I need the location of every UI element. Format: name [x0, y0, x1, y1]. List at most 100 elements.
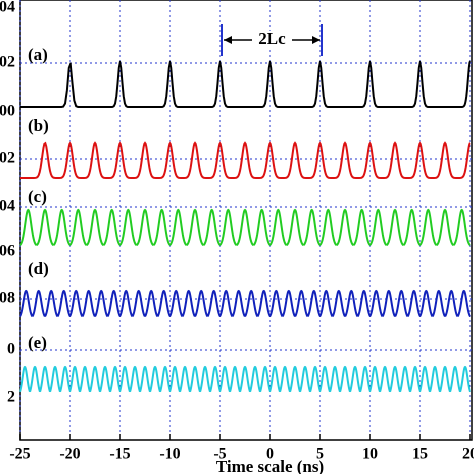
pulse [282, 141, 308, 179]
pulse [402, 208, 421, 247]
pulse [439, 365, 451, 393]
x-tick-label: -20 [59, 446, 80, 463]
annotation-text: 2Lc [258, 29, 286, 48]
pulse [95, 60, 145, 108]
pulse [156, 289, 171, 318]
pulse [449, 365, 461, 393]
pulse [132, 141, 158, 179]
pulse [169, 289, 184, 318]
pulse [99, 365, 111, 393]
y-tick-label: 00 [0, 103, 15, 120]
pulse [209, 365, 221, 393]
pulse [257, 141, 283, 179]
pulse [107, 141, 133, 179]
pulse [236, 208, 254, 247]
pulse [386, 208, 404, 247]
pulse [102, 208, 121, 247]
pulse [39, 365, 51, 393]
pulse [69, 208, 88, 247]
y-tick-label: 04 [0, 0, 15, 16]
pulse [20, 141, 58, 179]
pulse [256, 289, 271, 318]
pulse [309, 365, 321, 393]
pulse [436, 208, 454, 247]
pulse [369, 208, 388, 247]
pulse [279, 365, 291, 393]
pulse [219, 289, 234, 318]
pulse [44, 289, 59, 318]
pulse [419, 208, 438, 247]
pulse [199, 365, 211, 393]
pulse [419, 289, 434, 318]
pulse [202, 208, 221, 247]
panel-label: (c) [28, 187, 47, 206]
panel-label: (e) [28, 333, 47, 352]
pulse [169, 365, 181, 393]
x-tick-label: -5 [213, 446, 226, 463]
panel-label: (a) [28, 45, 48, 64]
pulse [81, 289, 96, 318]
pulse [319, 208, 338, 247]
pulse [139, 365, 151, 393]
pulse [319, 289, 334, 318]
pulse [82, 141, 108, 179]
pulse [352, 208, 371, 247]
pulse [457, 142, 471, 179]
panel-label: (b) [28, 116, 49, 135]
pulse [194, 289, 209, 318]
pulse [52, 208, 71, 247]
pulse [182, 141, 208, 179]
x-tick-label: 10 [362, 446, 378, 463]
pulse [119, 289, 134, 318]
pulse [59, 365, 71, 393]
pulse [252, 208, 271, 247]
pulse [157, 141, 183, 179]
pulse [394, 289, 409, 318]
pulse [349, 365, 361, 393]
pulse [381, 289, 396, 318]
pulse [456, 289, 471, 318]
pulse [332, 141, 358, 179]
pulse [302, 208, 321, 247]
pulse [395, 60, 445, 108]
pulse [207, 141, 233, 179]
pulse [19, 289, 34, 318]
pulse [57, 141, 83, 179]
pulse [179, 365, 191, 393]
pulse [432, 141, 458, 179]
pulse [20, 62, 95, 108]
pulse [429, 365, 441, 393]
pulse [289, 365, 301, 393]
traces [19, 60, 471, 393]
pulse [281, 289, 296, 318]
y-tick-label: 04 [0, 198, 15, 215]
pulse [145, 60, 195, 108]
pulse [136, 208, 154, 247]
pulse [19, 208, 38, 247]
pulse [56, 289, 71, 318]
pulse [219, 365, 231, 393]
pulse [319, 365, 331, 393]
pulse [369, 289, 384, 318]
x-tick-label: 0 [266, 446, 274, 463]
pulse [306, 289, 321, 318]
pulse [249, 365, 261, 393]
x-tick-label: -25 [9, 446, 30, 463]
pulse [269, 289, 284, 318]
pulse [29, 365, 41, 393]
x-tick-label: 5 [316, 446, 324, 463]
y-tick-label: 0 [7, 341, 15, 358]
pulse [269, 208, 288, 247]
y-tick-label: 02 [0, 54, 15, 71]
panel-label: (d) [28, 259, 49, 278]
pulse [307, 141, 333, 179]
pulse [181, 289, 196, 318]
x-tick-label: 15 [412, 446, 428, 463]
pulse [195, 60, 245, 108]
pulse [452, 208, 471, 247]
pulse [49, 365, 61, 393]
pulse [359, 365, 371, 393]
pulse [19, 365, 31, 393]
x-tick-label: 20 [462, 446, 474, 463]
